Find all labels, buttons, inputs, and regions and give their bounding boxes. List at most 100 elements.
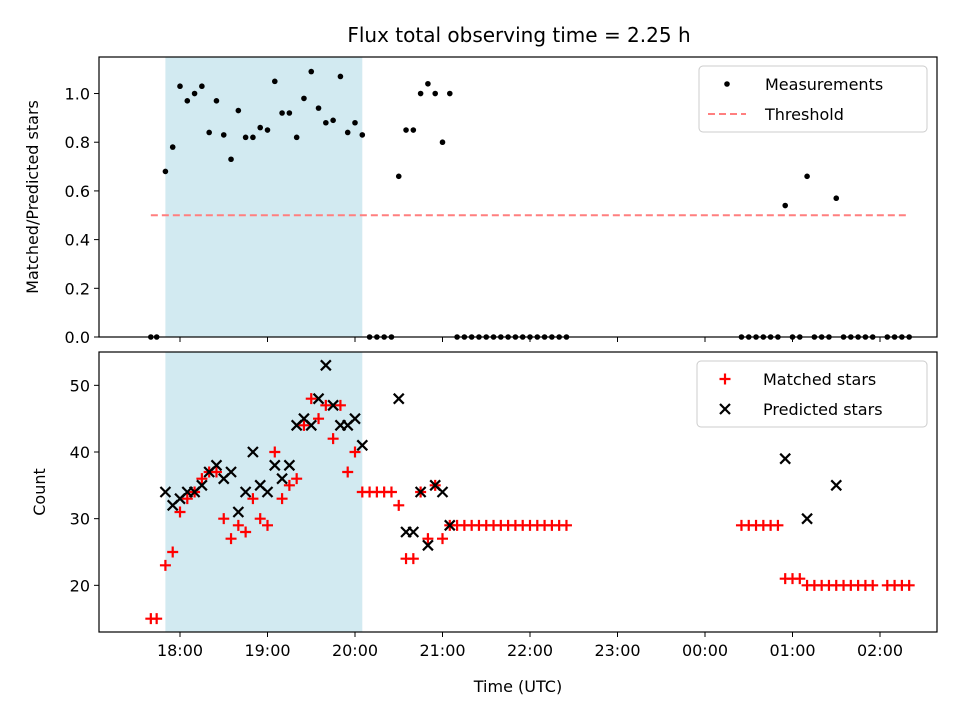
legend-marker [724, 81, 730, 87]
data-point [830, 479, 843, 492]
y-axis-label: Matched/Predicted stars [23, 100, 42, 294]
data-point [228, 156, 234, 163]
data-point [235, 107, 242, 114]
data-point [903, 579, 915, 591]
data-point [261, 486, 274, 498]
data-point [794, 573, 806, 585]
data-point [254, 513, 266, 525]
legend-label: Threshold [764, 105, 844, 124]
data-point [298, 419, 310, 431]
data-point [393, 499, 405, 511]
data-point [177, 83, 183, 90]
data-point [395, 173, 402, 180]
series-measurements [148, 68, 912, 340]
data-point [293, 134, 300, 141]
data-point [337, 73, 344, 80]
data-point [220, 132, 227, 138]
data-point [385, 486, 397, 498]
data-point [210, 459, 223, 472]
observing-span [165, 57, 363, 337]
data-point [327, 433, 339, 445]
series-predicted-stars [159, 359, 843, 552]
data-point [279, 110, 285, 116]
data-point [225, 533, 237, 545]
data-point [315, 105, 322, 111]
data-point [437, 533, 448, 545]
data-point [264, 127, 271, 133]
data-point [444, 519, 456, 532]
data-point [247, 446, 259, 458]
y-tick-label: 0.0 [65, 328, 90, 347]
data-point [403, 127, 409, 133]
data-point [232, 519, 244, 531]
x-axis-label: Time (UTC) [473, 677, 562, 696]
data-point [344, 129, 351, 136]
data-point [206, 129, 212, 136]
data-point [308, 68, 315, 75]
y-tick-label: 50 [70, 376, 90, 395]
data-point [174, 506, 186, 518]
data-point [159, 486, 172, 498]
data-point [560, 519, 572, 531]
data-point [151, 613, 163, 625]
x-tick-label: 00:00 [682, 641, 728, 660]
legend-marker [719, 403, 731, 415]
data-point [359, 132, 366, 138]
data-point [232, 506, 245, 518]
chart-title: Flux total observing time = 2.25 h [347, 23, 690, 47]
data-point [804, 173, 810, 180]
data-point [833, 195, 840, 202]
data-point [867, 579, 879, 591]
data-point [239, 486, 252, 498]
legend: Matched stars Predicted stars [696, 360, 928, 428]
data-point [446, 90, 453, 97]
x-tick-label: 23:00 [594, 641, 640, 660]
data-point [334, 399, 346, 411]
data-point [257, 124, 264, 131]
data-point [417, 90, 424, 97]
data-point [210, 466, 222, 478]
data-point [199, 83, 205, 90]
data-point [291, 473, 303, 485]
data-point [191, 90, 198, 97]
data-point [305, 393, 317, 405]
data-point [432, 90, 439, 97]
data-point [422, 533, 434, 545]
data-point [779, 452, 791, 465]
data-point [283, 479, 295, 491]
data-point [225, 466, 237, 478]
series-matched-stars [145, 393, 915, 625]
data-point [352, 119, 358, 126]
data-point [313, 413, 325, 425]
data-point [218, 513, 230, 525]
data-point [240, 526, 252, 538]
x-tick-label: 19:00 [244, 641, 290, 660]
legend-label: Measurements [765, 75, 883, 94]
x-tick-label: 01:00 [769, 641, 815, 660]
top-panel: 0.0 0.2 0.4 0.6 0.8 1.0 Matched/Predicted star… [23, 56, 938, 347]
x-tick-label: 18:00 [157, 641, 203, 660]
data-point [342, 466, 354, 478]
data-point [782, 202, 789, 209]
data-point [312, 392, 325, 405]
y-tick-label: 0.8 [65, 133, 90, 152]
data-point [349, 412, 361, 425]
data-point [323, 119, 329, 126]
data-point [167, 546, 179, 558]
data-point [276, 493, 288, 505]
data-point [213, 98, 220, 104]
data-point [271, 78, 278, 85]
data-point [392, 392, 405, 405]
data-point [196, 479, 208, 492]
data-point [184, 98, 191, 104]
legend: Measurements Threshold [698, 65, 928, 133]
legend-box [696, 360, 928, 428]
data-point [283, 459, 296, 472]
data-point [772, 519, 784, 531]
data-point [169, 144, 176, 150]
data-point [250, 134, 256, 141]
legend-label: Matched stars [763, 370, 876, 389]
data-point [801, 512, 813, 525]
y-tick-label: 0.4 [65, 231, 90, 250]
